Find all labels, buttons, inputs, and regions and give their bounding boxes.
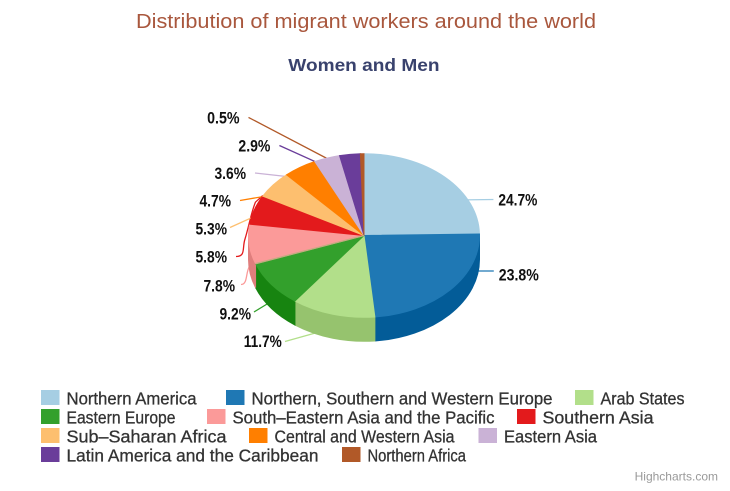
- svg-text:Arab States: Arab States: [601, 388, 685, 408]
- svg-text:Northern Africa: Northern Africa: [368, 445, 467, 465]
- svg-text:Central and Western Asia: Central and Western Asia: [275, 426, 455, 446]
- svg-text:11.7%: 11.7%: [244, 333, 282, 351]
- svg-text:5.3%: 5.3%: [196, 220, 228, 238]
- svg-text:Women and Men: Women and Men: [288, 55, 439, 75]
- svg-text:3.6%: 3.6%: [215, 165, 247, 183]
- svg-text:0.5%: 0.5%: [207, 109, 240, 127]
- svg-text:Highcharts.com: Highcharts.com: [635, 470, 718, 484]
- svg-text:Latin America and the Caribbea: Latin America and the Caribbean: [67, 445, 319, 465]
- svg-text:Southern Asia: Southern Asia: [543, 407, 654, 427]
- svg-text:24.7%: 24.7%: [498, 191, 537, 209]
- svg-text:Northern America: Northern America: [67, 388, 197, 408]
- svg-text:2.9%: 2.9%: [238, 137, 270, 155]
- svg-text:9.2%: 9.2%: [220, 305, 252, 323]
- svg-text:Distribution of migrant worker: Distribution of migrant workers around t…: [136, 11, 596, 33]
- svg-text:4.7%: 4.7%: [200, 192, 232, 210]
- svg-text:Eastern Europe: Eastern Europe: [67, 407, 176, 427]
- svg-text:23.8%: 23.8%: [499, 266, 539, 284]
- svg-text:Sub–Saharan Africa: Sub–Saharan Africa: [67, 426, 227, 446]
- svg-text:Eastern Asia: Eastern Asia: [504, 426, 597, 446]
- svg-text:5.8%: 5.8%: [196, 248, 228, 266]
- svg-text:7.8%: 7.8%: [204, 277, 236, 295]
- svg-text:South–Eastern Asia and the Pac: South–Eastern Asia and the Pacific: [233, 407, 495, 427]
- svg-text:Northern, Southern and Western: Northern, Southern and Western Europe: [252, 388, 553, 408]
